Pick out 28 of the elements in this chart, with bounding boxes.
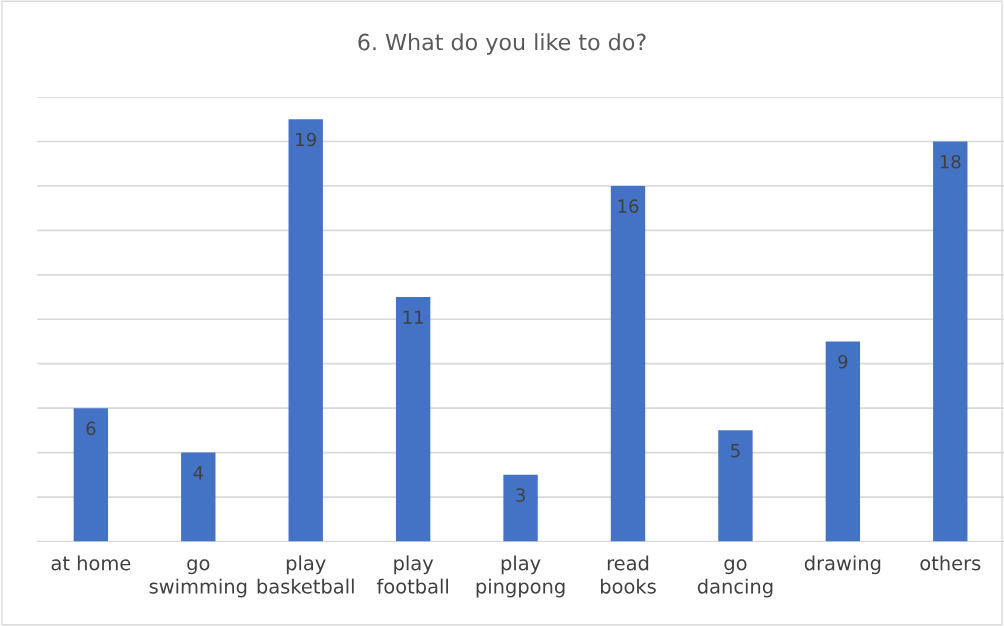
data-label: 18 bbox=[940, 154, 961, 169]
chart-title: 6. What do you like to do? bbox=[358, 33, 646, 55]
bar bbox=[181, 452, 216, 542]
x-tick-label: at home bbox=[51, 555, 131, 571]
data-label: 9 bbox=[838, 354, 848, 369]
x-tick-label: others bbox=[920, 555, 981, 571]
bar bbox=[288, 119, 323, 542]
data-label: 4 bbox=[193, 466, 204, 480]
data-label: 16 bbox=[618, 199, 639, 213]
bar bbox=[933, 141, 968, 542]
x-tick-label: drawing bbox=[804, 555, 881, 575]
x-tick-label: play pingpong bbox=[476, 555, 565, 598]
data-label: 6 bbox=[86, 421, 96, 436]
bar bbox=[395, 297, 431, 542]
x-tick-label: go dancing bbox=[697, 559, 773, 598]
x-tick-label: play football bbox=[376, 555, 448, 594]
bar bbox=[73, 408, 109, 542]
bar bbox=[718, 430, 753, 542]
bar bbox=[503, 474, 538, 542]
x-tick-label: read books bbox=[601, 555, 656, 594]
x-tick-label: go swimming bbox=[149, 559, 247, 598]
data-label: 3 bbox=[516, 488, 525, 502]
bar bbox=[610, 185, 646, 542]
data-label: 11 bbox=[403, 310, 423, 324]
data-label: 5 bbox=[731, 444, 740, 458]
data-label: 19 bbox=[296, 132, 316, 147]
bar bbox=[825, 341, 861, 542]
x-tick-label: play basketball bbox=[257, 555, 354, 594]
